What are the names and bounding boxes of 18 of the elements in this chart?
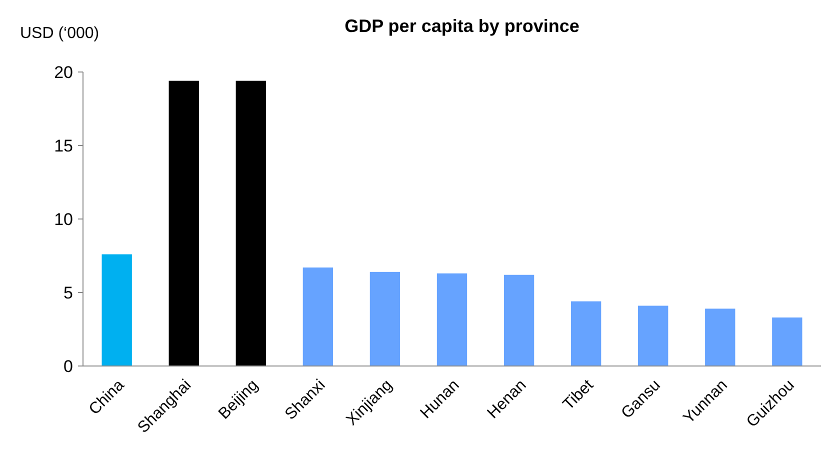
bar <box>705 308 736 366</box>
bar <box>504 274 534 366</box>
bar <box>102 254 132 366</box>
bar <box>638 306 668 366</box>
bar <box>570 301 602 366</box>
bar <box>370 272 400 366</box>
y-tick-label: 0 <box>64 356 73 376</box>
y-tick-label: 15 <box>54 136 73 156</box>
y-tick-label: 5 <box>64 283 73 302</box>
chart-title: GDP per capita by province <box>344 16 580 36</box>
bar <box>772 317 802 366</box>
y-tick-label: 10 <box>54 210 73 229</box>
bar <box>236 80 266 366</box>
y-tick-label: 20 <box>54 62 73 82</box>
bar <box>168 80 199 366</box>
y-axis-title: USD (‘000) <box>20 25 100 42</box>
bar <box>436 273 468 366</box>
bar <box>302 268 334 366</box>
